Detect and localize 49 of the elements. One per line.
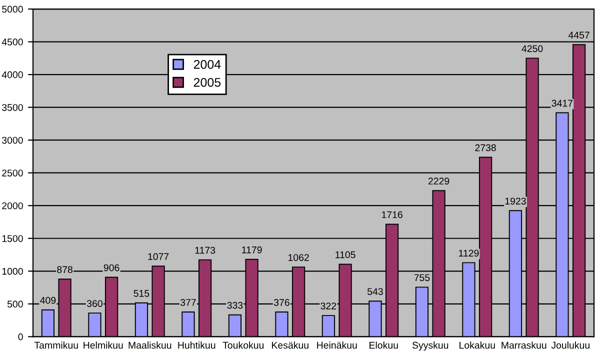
y-tick-label: 4000	[2, 71, 23, 78]
legend-label: 2005	[194, 78, 221, 87]
x-tick-label: Elokuu	[370, 342, 398, 349]
x-tick-label: Heinäkuu	[317, 342, 357, 349]
data-label: 2738	[475, 144, 496, 152]
data-label: 376	[274, 299, 290, 306]
y-tick-label: 5000	[2, 6, 23, 13]
x-tick-label: Syyskuu	[412, 342, 448, 351]
data-label: 1062	[288, 254, 309, 261]
data-label: 1716	[382, 211, 402, 218]
x-tick-label: Marraskuu	[502, 342, 546, 349]
x-tick-label: Toukokuu	[222, 342, 264, 349]
data-label: 1129	[458, 250, 479, 257]
x-tick-label: Maaliskuu	[128, 342, 172, 349]
y-tick-label: 3500	[2, 104, 23, 111]
data-label: 543	[367, 288, 383, 295]
y-tick-label: 1500	[2, 235, 23, 242]
x-tick-label: Tammikuu	[34, 342, 78, 349]
x-tick-label: Lokakuu	[460, 342, 495, 349]
x-tick-label: Huhtikuu	[178, 342, 216, 349]
data-label: 906	[104, 264, 120, 272]
data-label: 2229	[428, 178, 450, 185]
data-label: 377	[180, 298, 196, 306]
x-tick-label: Kesäkuu	[272, 342, 308, 349]
y-tick-label: 3000	[2, 136, 23, 144]
y-tick-label: 2000	[2, 202, 23, 210]
data-label: 360	[86, 300, 102, 307]
data-label: 4250	[522, 45, 543, 52]
data-label: 322	[320, 302, 336, 310]
data-label: 333	[227, 302, 243, 309]
y-tick-label: 500	[7, 300, 23, 308]
y-tick-label: 1000	[2, 268, 23, 275]
data-label: 878	[57, 266, 72, 274]
y-tick-label: 2500	[2, 170, 23, 176]
data-label: 1173	[195, 246, 216, 254]
legend-label: 2004	[194, 60, 221, 69]
x-tick-label: Helmikuu	[84, 342, 123, 349]
data-label: 1077	[148, 253, 169, 260]
data-label: 755	[414, 274, 430, 282]
y-tick-label: 0	[18, 333, 23, 340]
data-label: 515	[134, 290, 150, 297]
data-label: 1923	[505, 198, 526, 205]
data-label: 409	[40, 296, 56, 304]
data-label: 1105	[336, 251, 356, 258]
data-label: 4457	[568, 32, 590, 39]
data-label: 1179	[242, 246, 262, 254]
y-tick-label: 4500	[2, 38, 23, 46]
data-label: 3417	[552, 100, 573, 107]
x-tick-label: Joulukuu	[551, 342, 590, 349]
